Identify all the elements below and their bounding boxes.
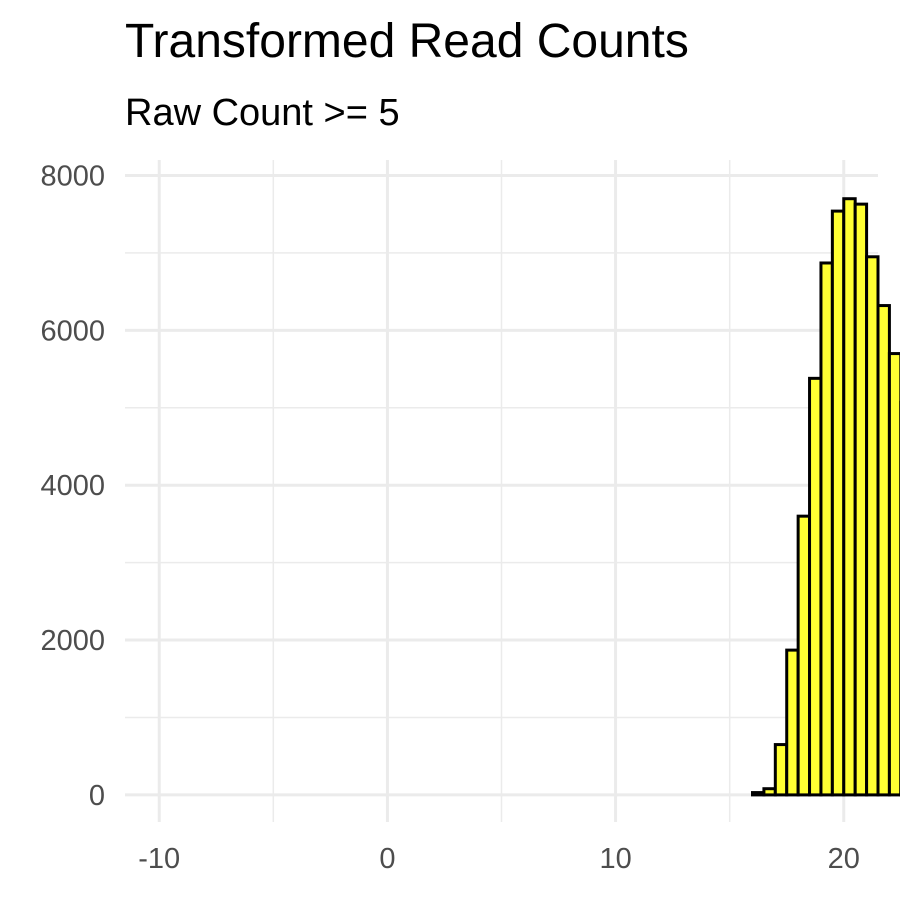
x-tick-label: -10: [138, 843, 180, 875]
x-tick-label: 20: [828, 843, 860, 875]
histogram-bar: [819, 261, 834, 797]
y-tick-label: 4000: [40, 470, 105, 502]
histogram-bar: [887, 352, 900, 797]
y-tick-label: 2000: [40, 625, 105, 657]
histogram-bar: [808, 376, 823, 797]
histogram-bar: [762, 787, 777, 797]
histogram-bars: [751, 197, 900, 797]
histogram-bar: [796, 514, 812, 797]
histogram-bar: [785, 648, 800, 797]
chart-subtitle: Raw Count >= 5: [125, 92, 400, 134]
y-tick-label: 8000: [40, 160, 105, 192]
x-axis-ticks: -10 0 10 20: [138, 843, 860, 875]
x-tick-label: 0: [379, 843, 395, 875]
histogram-bar: [830, 209, 846, 797]
x-tick-label: 10: [599, 843, 631, 875]
histogram-bar: [751, 791, 766, 797]
histogram-bar: [865, 255, 880, 797]
histogram-bar: [853, 202, 869, 797]
y-tick-label: 6000: [40, 315, 105, 347]
y-tick-label: 0: [89, 780, 105, 812]
grid-lines: [125, 160, 878, 822]
histogram-bar: [876, 304, 891, 797]
histogram-bar: [842, 197, 857, 797]
chart-title: Transformed Read Counts: [125, 15, 689, 68]
y-axis-ticks: 0 2000 4000 6000 8000: [40, 160, 105, 811]
histogram-bar: [773, 743, 789, 797]
